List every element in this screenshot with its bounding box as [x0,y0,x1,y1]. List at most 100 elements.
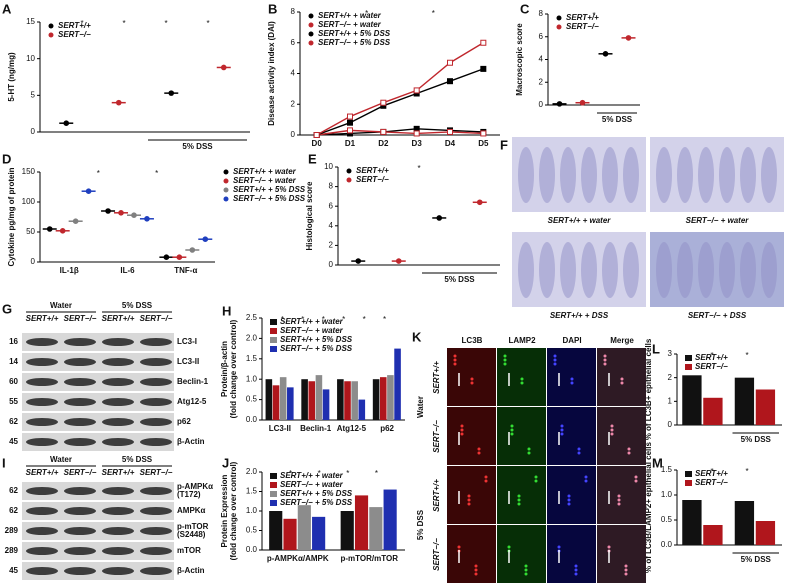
legend-label: SERT−/− + water [280,326,344,335]
y-tick-label: 0.5 [246,395,258,404]
band [64,378,96,386]
row-label: (T172) [177,490,201,499]
row-label: Atg12-5 [177,397,207,406]
y-tick-label: 2 [329,241,334,250]
row-label: AMPKα [177,506,206,515]
y-tick-label: 2 [539,77,544,86]
lane-label: SERT−/− [64,468,97,477]
bar [369,507,383,550]
signal [484,479,488,483]
signal [570,377,574,381]
molecular-weight: 62 [9,486,18,495]
significance: * [206,19,209,28]
dot [189,247,196,253]
band [64,567,96,575]
signal [610,432,614,436]
band [64,418,96,426]
signal [620,377,624,381]
signal [560,428,564,432]
panel-letter: G [2,301,12,316]
significance: * [363,315,366,324]
significance: * [301,315,304,324]
signal [610,428,614,432]
crypt [761,242,777,298]
band [26,358,58,366]
band [102,378,134,386]
legend-label: SERT−/− + water [233,176,297,185]
dot [168,90,175,96]
blot-strip [22,413,174,431]
row-label: (S2448) [177,530,206,539]
significance: * [432,9,435,18]
x-tick-label: p-mTOR/mTOR [341,554,399,563]
signal [627,451,631,455]
micrograph [497,466,546,524]
molecular-weight: 289 [5,546,19,555]
signal [460,428,464,432]
band [26,507,58,515]
crypt [560,147,576,203]
band [140,378,172,386]
legend-label: SERT+/+ + 5% DSS [233,185,306,194]
signal [574,568,578,572]
band [102,487,134,495]
signal [460,432,464,436]
row-label: SERT−/− [432,420,441,453]
band [26,527,58,535]
point [347,127,353,134]
legend-swatch [270,328,277,334]
signal [527,451,531,455]
micrograph [547,348,596,406]
crypt [602,242,618,298]
y-axis-label: Macroscopic score [515,23,524,96]
lane-label: SERT+/+ [102,468,135,477]
histology-caption: SERT−/− + DSS [688,311,747,320]
signal [567,498,571,502]
legend-label: SERT+/+ + water [280,317,344,326]
legend-marker [223,169,229,175]
bar [287,387,294,420]
band [102,567,134,575]
crypt [518,242,534,298]
series-line [316,128,484,136]
bar [394,348,401,420]
legend-marker [48,23,54,29]
legend-label: SERT−/− + 5% DSS [280,344,353,353]
dot [436,215,443,221]
panel-letter: F [500,137,508,152]
signal [517,498,521,502]
legend-label: SERT+/+ [695,353,728,362]
histology-caption: SERT+/+ + DSS [550,311,609,320]
point [447,59,453,66]
bar [322,389,330,420]
bar [383,489,397,550]
legend-label: SERT−/− [695,478,728,487]
row-label: Beclin-1 [177,377,209,386]
bar [703,397,723,425]
band [64,358,96,366]
micrograph [597,466,646,524]
signal [577,447,581,451]
panel-letter: H [222,303,231,318]
y-tick-label: 2.0 [246,334,258,343]
bar [301,379,308,420]
signal [553,362,557,366]
crypt [560,242,576,298]
lane-label: SERT+/+ [26,468,59,477]
significance: * [342,315,345,324]
crypt [602,147,618,203]
crypt [719,147,735,203]
panel-letter: E [308,151,317,166]
legend-swatch [685,471,692,477]
micrograph [447,348,496,406]
y-tick-label: 2 [668,373,673,382]
significance: * [592,11,595,20]
significance: * [383,315,386,324]
point [413,130,420,137]
dot [202,236,209,242]
point [347,119,353,126]
signal [534,475,538,479]
dot [46,226,53,232]
band [140,418,172,426]
